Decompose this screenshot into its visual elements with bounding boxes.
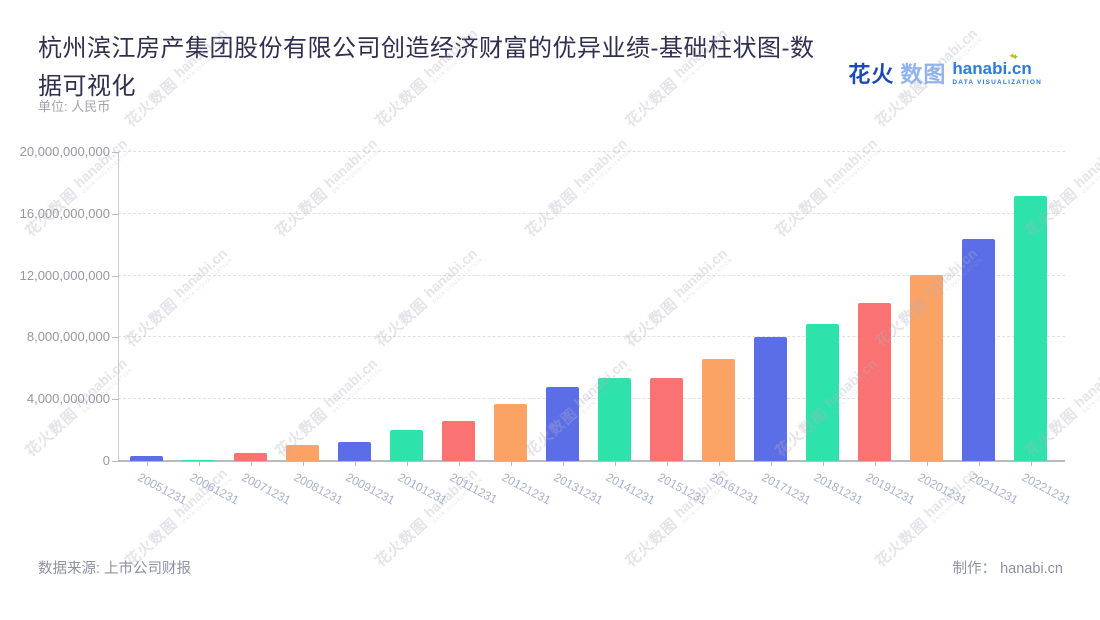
- x-axis-tick: [198, 461, 200, 466]
- x-tick-label: 20171231: [758, 470, 813, 508]
- bar-20061231[interactable]: [182, 459, 215, 461]
- x-tick-label: 20181231: [810, 470, 865, 508]
- y-tick-label: 20,000,000,000: [19, 144, 110, 159]
- bar-20121231[interactable]: [494, 403, 527, 461]
- y-axis-tick: [112, 461, 118, 462]
- x-axis-tick: [354, 461, 356, 466]
- x-axis-tick: [614, 461, 616, 466]
- bar-20141231[interactable]: [598, 377, 631, 461]
- bar-20161231[interactable]: [702, 359, 735, 461]
- page-title: 杭州滨江房产集团股份有限公司创造经济财富的优异业绩-基础柱状图-数据可视化: [38, 35, 815, 100]
- x-axis-tick: [874, 461, 876, 466]
- gridline: [118, 274, 1065, 276]
- x-axis-line: [118, 460, 1065, 462]
- x-axis-tick: [146, 461, 148, 466]
- x-tick-label: 20091231: [342, 470, 397, 508]
- x-tick-label: 20111231: [446, 470, 500, 507]
- x-tick-label: 20201231: [914, 470, 969, 508]
- bar-20181231[interactable]: [806, 324, 839, 461]
- bar-20111231[interactable]: [442, 420, 475, 461]
- x-tick-label: 20121231: [498, 470, 553, 508]
- bar-20101231[interactable]: [390, 429, 423, 461]
- bar-20051231[interactable]: [130, 456, 163, 461]
- y-tick-label: 8,000,000,000: [26, 329, 110, 345]
- bar-20081231[interactable]: [286, 444, 319, 461]
- bar-20221231[interactable]: [1014, 196, 1047, 461]
- x-axis-tick: [510, 461, 512, 466]
- source-label: 数据来源: 上市公司财报: [38, 561, 192, 577]
- x-axis-tick: [458, 461, 460, 466]
- gridline: [118, 151, 1065, 152]
- unit-label: 单位: 人民币: [38, 99, 111, 114]
- x-axis-tick: [250, 461, 252, 466]
- x-tick-label: 20051231: [134, 470, 189, 508]
- x-tick-label: 20151231: [654, 470, 709, 508]
- bar-20131231[interactable]: [546, 386, 579, 461]
- bar-20191231[interactable]: [858, 303, 891, 461]
- logo-latin: hanabi.cn: [952, 59, 1032, 78]
- x-axis-tick: [978, 461, 980, 466]
- x-axis-tick: [718, 461, 720, 466]
- logo-tagline: DATA VISUALIZATION: [952, 79, 1042, 86]
- bar-20071231[interactable]: [234, 452, 267, 461]
- x-tick-label: 20161231: [706, 470, 761, 508]
- x-tick-label: 20221231: [1018, 470, 1073, 508]
- x-tick-label: 20101231: [394, 470, 449, 508]
- x-axis-tick: [406, 461, 408, 466]
- bar-20091231[interactable]: [338, 441, 371, 461]
- bar-20201231[interactable]: [910, 274, 943, 461]
- y-tick-label: 16,000,000,000: [19, 205, 110, 221]
- y-tick-label: 4,000,000,000: [26, 391, 110, 407]
- x-tick-label: 20141231: [602, 470, 657, 508]
- x-axis-tick: [302, 461, 304, 466]
- y-tick-label: 0: [102, 453, 110, 468]
- gridline: [118, 336, 1065, 338]
- y-axis-tick: [112, 337, 118, 339]
- x-axis-tick: [822, 461, 824, 466]
- y-axis-tick: [112, 275, 118, 277]
- bar-20151231[interactable]: [650, 378, 683, 461]
- x-tick-label: 20071231: [238, 470, 293, 508]
- y-axis-tick: [112, 399, 118, 401]
- logo-cjk-light: 数图: [900, 62, 947, 87]
- x-tick-label: 20191231: [862, 470, 917, 508]
- gridline: [118, 212, 1065, 214]
- credit-label: 制作： hanabi.cn: [952, 561, 1063, 577]
- x-tick-label: 20081231: [290, 470, 345, 508]
- x-axis-tick: [1030, 461, 1032, 466]
- x-tick-label: 20211231: [966, 470, 1020, 508]
- logo-cjk-bold: 花火: [848, 62, 895, 87]
- x-tick-label: 20131231: [550, 470, 605, 508]
- bar-20171231[interactable]: [754, 337, 787, 461]
- y-axis-line: [118, 152, 119, 461]
- y-axis-tick: [112, 213, 118, 215]
- y-tick-label: 12,000,000,000: [19, 267, 110, 283]
- y-axis-tick: [112, 152, 118, 153]
- x-tick-label: 20061231: [186, 470, 241, 508]
- x-axis-tick: [770, 461, 772, 466]
- hanabi-logo: 花火 数图 ✦ hanabi.cn DATA VISUALIZATION: [848, 51, 1042, 89]
- bar-20211231[interactable]: [962, 238, 995, 461]
- x-axis-tick: [562, 461, 564, 466]
- logo-spark-icon: ✦: [1008, 51, 1016, 61]
- x-axis-tick: [926, 461, 928, 466]
- gridline: [118, 398, 1065, 400]
- x-axis-tick: [666, 461, 668, 466]
